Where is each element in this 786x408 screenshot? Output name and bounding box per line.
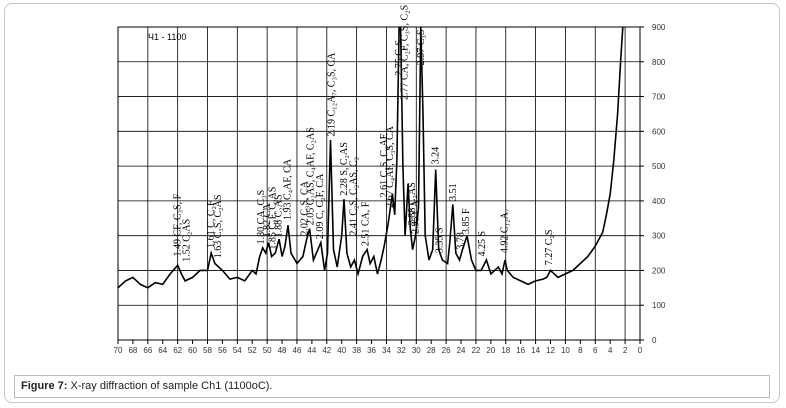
peak-label: 4.92 C₁₂A₇ (499, 209, 510, 253)
peak-label: 1.93 C₄AF, CA (282, 158, 293, 220)
x-tick-label: 30 (412, 346, 421, 355)
x-tick-label: 44 (307, 346, 316, 355)
y-tick-label: 600 (652, 127, 666, 136)
x-tick-label: 56 (218, 346, 227, 355)
x-tick-label: 62 (173, 346, 182, 355)
peak-label: 2.19 C₁₂A₇, C₃S, CA (326, 52, 337, 137)
x-tick-label: 58 (203, 346, 212, 355)
y-tick-label: 500 (652, 162, 666, 171)
x-tick-label: 40 (337, 346, 346, 355)
x-tick-label: 2 (623, 346, 628, 355)
x-tick-label: 48 (278, 346, 287, 355)
caption-text: X-ray diffraction of sample Ch1 (1100oC)… (70, 380, 273, 392)
peak-label: 7.27 C₂S (544, 230, 555, 266)
peak-label: 2.77 CA, C₂F, C₃S, C₂S (399, 5, 410, 100)
x-tick-label: 32 (397, 346, 406, 355)
x-tick-label: 10 (561, 346, 570, 355)
x-tick-label: 46 (293, 346, 302, 355)
x-tick-label: 4 (608, 346, 613, 355)
x-tick-label: 50 (263, 346, 272, 355)
y-tick-label: 100 (652, 301, 666, 310)
peak-label: 2.05 C₂AS, C₄AF, C₂AS (305, 127, 316, 225)
peak-label: 1.80 CA, C₃S (256, 190, 267, 245)
peak-label: 3.35 S (434, 227, 445, 253)
peak-label: 2.75 C₃S (394, 40, 405, 76)
x-tick-label: 70 (114, 346, 123, 355)
chart: Ч1 - 1100 010020030040050060070080090070… (114, 5, 666, 355)
peak-label: 2.97 C₃S (416, 30, 427, 66)
caption-label: Figure 7: (21, 380, 68, 392)
y-tick-label: 700 (652, 93, 666, 102)
x-tick-label: 66 (143, 346, 152, 355)
peak-label: 2.61 C₂S, C₄AF (379, 133, 390, 197)
x-tick-label: 18 (501, 346, 510, 355)
x-tick-label: 0 (638, 346, 643, 355)
peak-label: 2.88 C₂AS (407, 182, 418, 225)
x-tick-label: 24 (457, 346, 466, 355)
x-tick-label: 28 (427, 346, 436, 355)
x-tick-label: 22 (471, 346, 480, 355)
x-tick-label: 54 (233, 346, 242, 355)
x-tick-label: 64 (158, 346, 167, 355)
x-tick-label: 60 (188, 346, 197, 355)
peak-label: 2.09 C, C₂F, CA (315, 173, 326, 239)
chart-title: Ч1 - 1100 (148, 32, 186, 42)
peak-label: 3.51 (448, 183, 459, 201)
peak-label: 1.82 CA (262, 203, 273, 238)
peak-label: 1.88 C₂AS (273, 194, 284, 237)
peak-label: 1.61 C, C₂F (206, 200, 217, 248)
y-tick-label: 400 (652, 197, 666, 206)
x-tick-label: 6 (593, 346, 598, 355)
y-tick-label: 200 (652, 266, 666, 275)
peak-label: 1.85 C₂F, C₂AS (267, 187, 278, 250)
peak-label: 2.28 S, C₂AS (339, 142, 350, 196)
y-tick-label: 0 (652, 336, 657, 345)
peak-label: 3.78 (455, 232, 466, 250)
peak-label: 4.25 S (477, 231, 488, 257)
x-tick-label: 34 (382, 346, 391, 355)
x-tick-label: 36 (367, 346, 376, 355)
y-tick-label: 800 (652, 58, 666, 67)
x-tick-label: 12 (546, 346, 555, 355)
peak-label: 2.51 CA, F (361, 201, 372, 246)
x-tick-label: 38 (352, 346, 361, 355)
x-tick-label: 26 (442, 346, 451, 355)
x-tick-label: 8 (578, 346, 583, 355)
x-tick-label: 16 (516, 346, 525, 355)
peak-label: 1.52 C₂AS (182, 219, 193, 262)
y-tick-label: 300 (652, 232, 666, 241)
x-tick-label: 68 (128, 346, 137, 355)
peak-label: 1.63 C₃S, C₂AS (213, 195, 224, 259)
figure-frame (4, 3, 780, 403)
x-tick-label: 42 (322, 346, 331, 355)
peak-label: 2.67 C₄AF, C₃S, CA (385, 125, 396, 208)
x-tick-label: 52 (248, 346, 257, 355)
data-line (118, 27, 624, 289)
x-tick-label: 14 (531, 346, 540, 355)
peak-label: 2.02 C₃S, CA (299, 180, 310, 235)
caption: Figure 7: X-ray diffraction of sample Ch… (14, 375, 770, 398)
peak-label: 1.49 CF, C₃S, F (173, 193, 184, 256)
y-tick-label: 900 (652, 23, 666, 32)
peak-label: 3.85 F (461, 208, 472, 234)
peak-label: 3.24 (431, 147, 442, 165)
peak-label: 2.95 CA (411, 199, 422, 234)
x-tick-label: 20 (486, 346, 495, 355)
peak-label: 2.41 C₂S, C₂AS, C₂ (349, 157, 360, 236)
